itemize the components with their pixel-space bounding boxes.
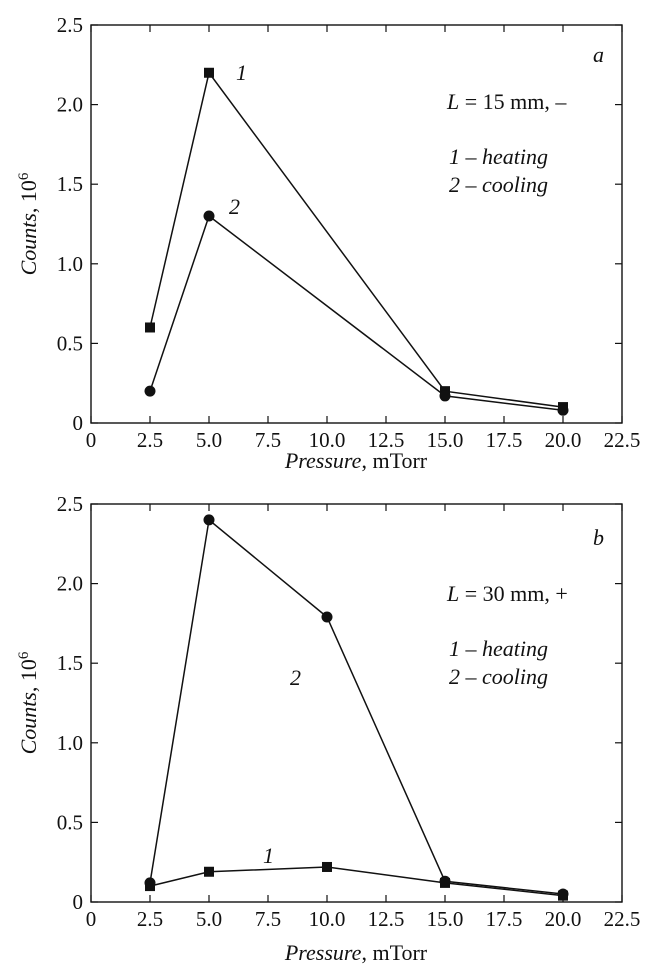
x-tick-label: 22.5: [604, 907, 641, 931]
series-1-line: [149, 71, 564, 408]
y-tick-label: 1.0: [57, 252, 83, 276]
y-tick-label: 2.0: [57, 572, 83, 596]
series-2-line: [149, 214, 564, 412]
panel-a-series-2-label: 2: [229, 194, 240, 219]
panel-a-param: L = 15 mm, –: [446, 89, 567, 114]
panel-a-legend-1: 1 – heating: [449, 144, 548, 169]
panel-b-series-1-label: 1: [263, 843, 274, 868]
panel-a-series: [144, 67, 569, 416]
panel-a-frame: [90, 24, 623, 424]
series-1-point: [322, 861, 332, 872]
series-2-line: [149, 518, 564, 895]
panel-a-x-axis-label: Pressure, mTorr: [284, 448, 428, 473]
panel-b-legend-2: 2 – cooling: [449, 664, 548, 689]
panel-b: 0 2.5 5.0 7.5 10.0 12.5 15.0 17.5 20.0 22.5 00.51…: [16, 492, 640, 965]
series-1-point: [204, 866, 214, 877]
panel-b-y-ticks: 0 0.5 1.0 1.5 2.0 2.5: [57, 492, 622, 914]
panel-a: 0 2.5 5.0 7.5 10.0 12.5 15.0 17.5 20.0 22.5 00.51…: [16, 13, 640, 473]
series-2-point: [321, 611, 333, 623]
series-2-point: [439, 390, 451, 402]
x-tick-label: 22.5: [604, 428, 641, 452]
y-tick-label: 2.5: [57, 492, 83, 516]
x-tick-label: 10.0: [309, 428, 346, 452]
y-tick-label: 2.5: [57, 13, 83, 37]
panel-a-letter: a: [593, 42, 604, 67]
panel-b-x-ticks: 0 2.5 5.0 7.5 10.0 12.5 15.0 17.5 20.0 22.5: [86, 504, 641, 931]
y-tick-label: 1.5: [57, 172, 83, 196]
panel-b-x-axis-label: Pressure, mTorr: [284, 940, 428, 965]
series-1-point: [145, 322, 155, 333]
y-tick-label: 0: [73, 890, 84, 914]
x-tick-label: 17.5: [486, 907, 523, 931]
x-tick-label: 20.0: [545, 428, 582, 452]
panel-a-series-1-label: 1: [236, 60, 247, 85]
panel-b-y-axis-label: Counts, 106: [16, 651, 41, 754]
series-2-point: [144, 385, 156, 397]
series-2-point: [203, 514, 215, 526]
series-1-point: [204, 67, 214, 78]
x-tick-label: 0: [86, 428, 97, 452]
x-tick-label: 15.0: [427, 907, 464, 931]
series-2-point: [203, 210, 215, 222]
series-2-point: [557, 888, 569, 900]
y-tick-label: 2.0: [57, 93, 83, 117]
x-tick-label: 7.5: [255, 907, 281, 931]
x-tick-label: 17.5: [486, 428, 523, 452]
series-2-point: [557, 404, 569, 416]
series-2-point: [439, 875, 451, 887]
x-tick-label: 12.5: [368, 428, 405, 452]
panel-b-legend-1: 1 – heating: [449, 636, 548, 661]
x-tick-label: 7.5: [255, 428, 281, 452]
x-tick-label: 20.0: [545, 907, 582, 931]
y-tick-label: 0.5: [57, 810, 83, 834]
x-tick-label: 12.5: [368, 907, 405, 931]
x-tick-label: 5.0: [196, 907, 222, 931]
panel-a-y-ticks: 0 0.5 1.0 1.5 2.0 2.5: [57, 13, 622, 435]
panel-b-series-2-label: 2: [290, 665, 301, 690]
panel-b-param: L = 30 mm, +: [446, 581, 568, 606]
y-tick-label: 1.5: [57, 651, 83, 675]
x-tick-label: 2.5: [137, 428, 163, 452]
panel-b-series: [144, 514, 569, 901]
x-tick-label: 10.0: [309, 907, 346, 931]
panel-a-x-ticks: 0 2.5 5.0 7.5 10.0 12.5 15.0 17.5 20.0 22.5: [86, 25, 641, 452]
panel-a-legend-2: 2 – cooling: [449, 172, 548, 197]
y-tick-label: 0: [73, 411, 84, 435]
x-tick-label: 2.5: [137, 907, 163, 931]
y-tick-label: 0.5: [57, 331, 83, 355]
x-tick-label: 5.0: [196, 428, 222, 452]
x-tick-label: 15.0: [427, 428, 464, 452]
panel-b-letter: b: [593, 525, 604, 550]
panel-b-frame: [90, 503, 623, 903]
y-tick-label: 1.0: [57, 731, 83, 755]
series-2-point: [144, 877, 156, 889]
x-tick-label: 0: [86, 907, 97, 931]
panel-a-y-axis-label: Counts, 106: [16, 172, 41, 275]
